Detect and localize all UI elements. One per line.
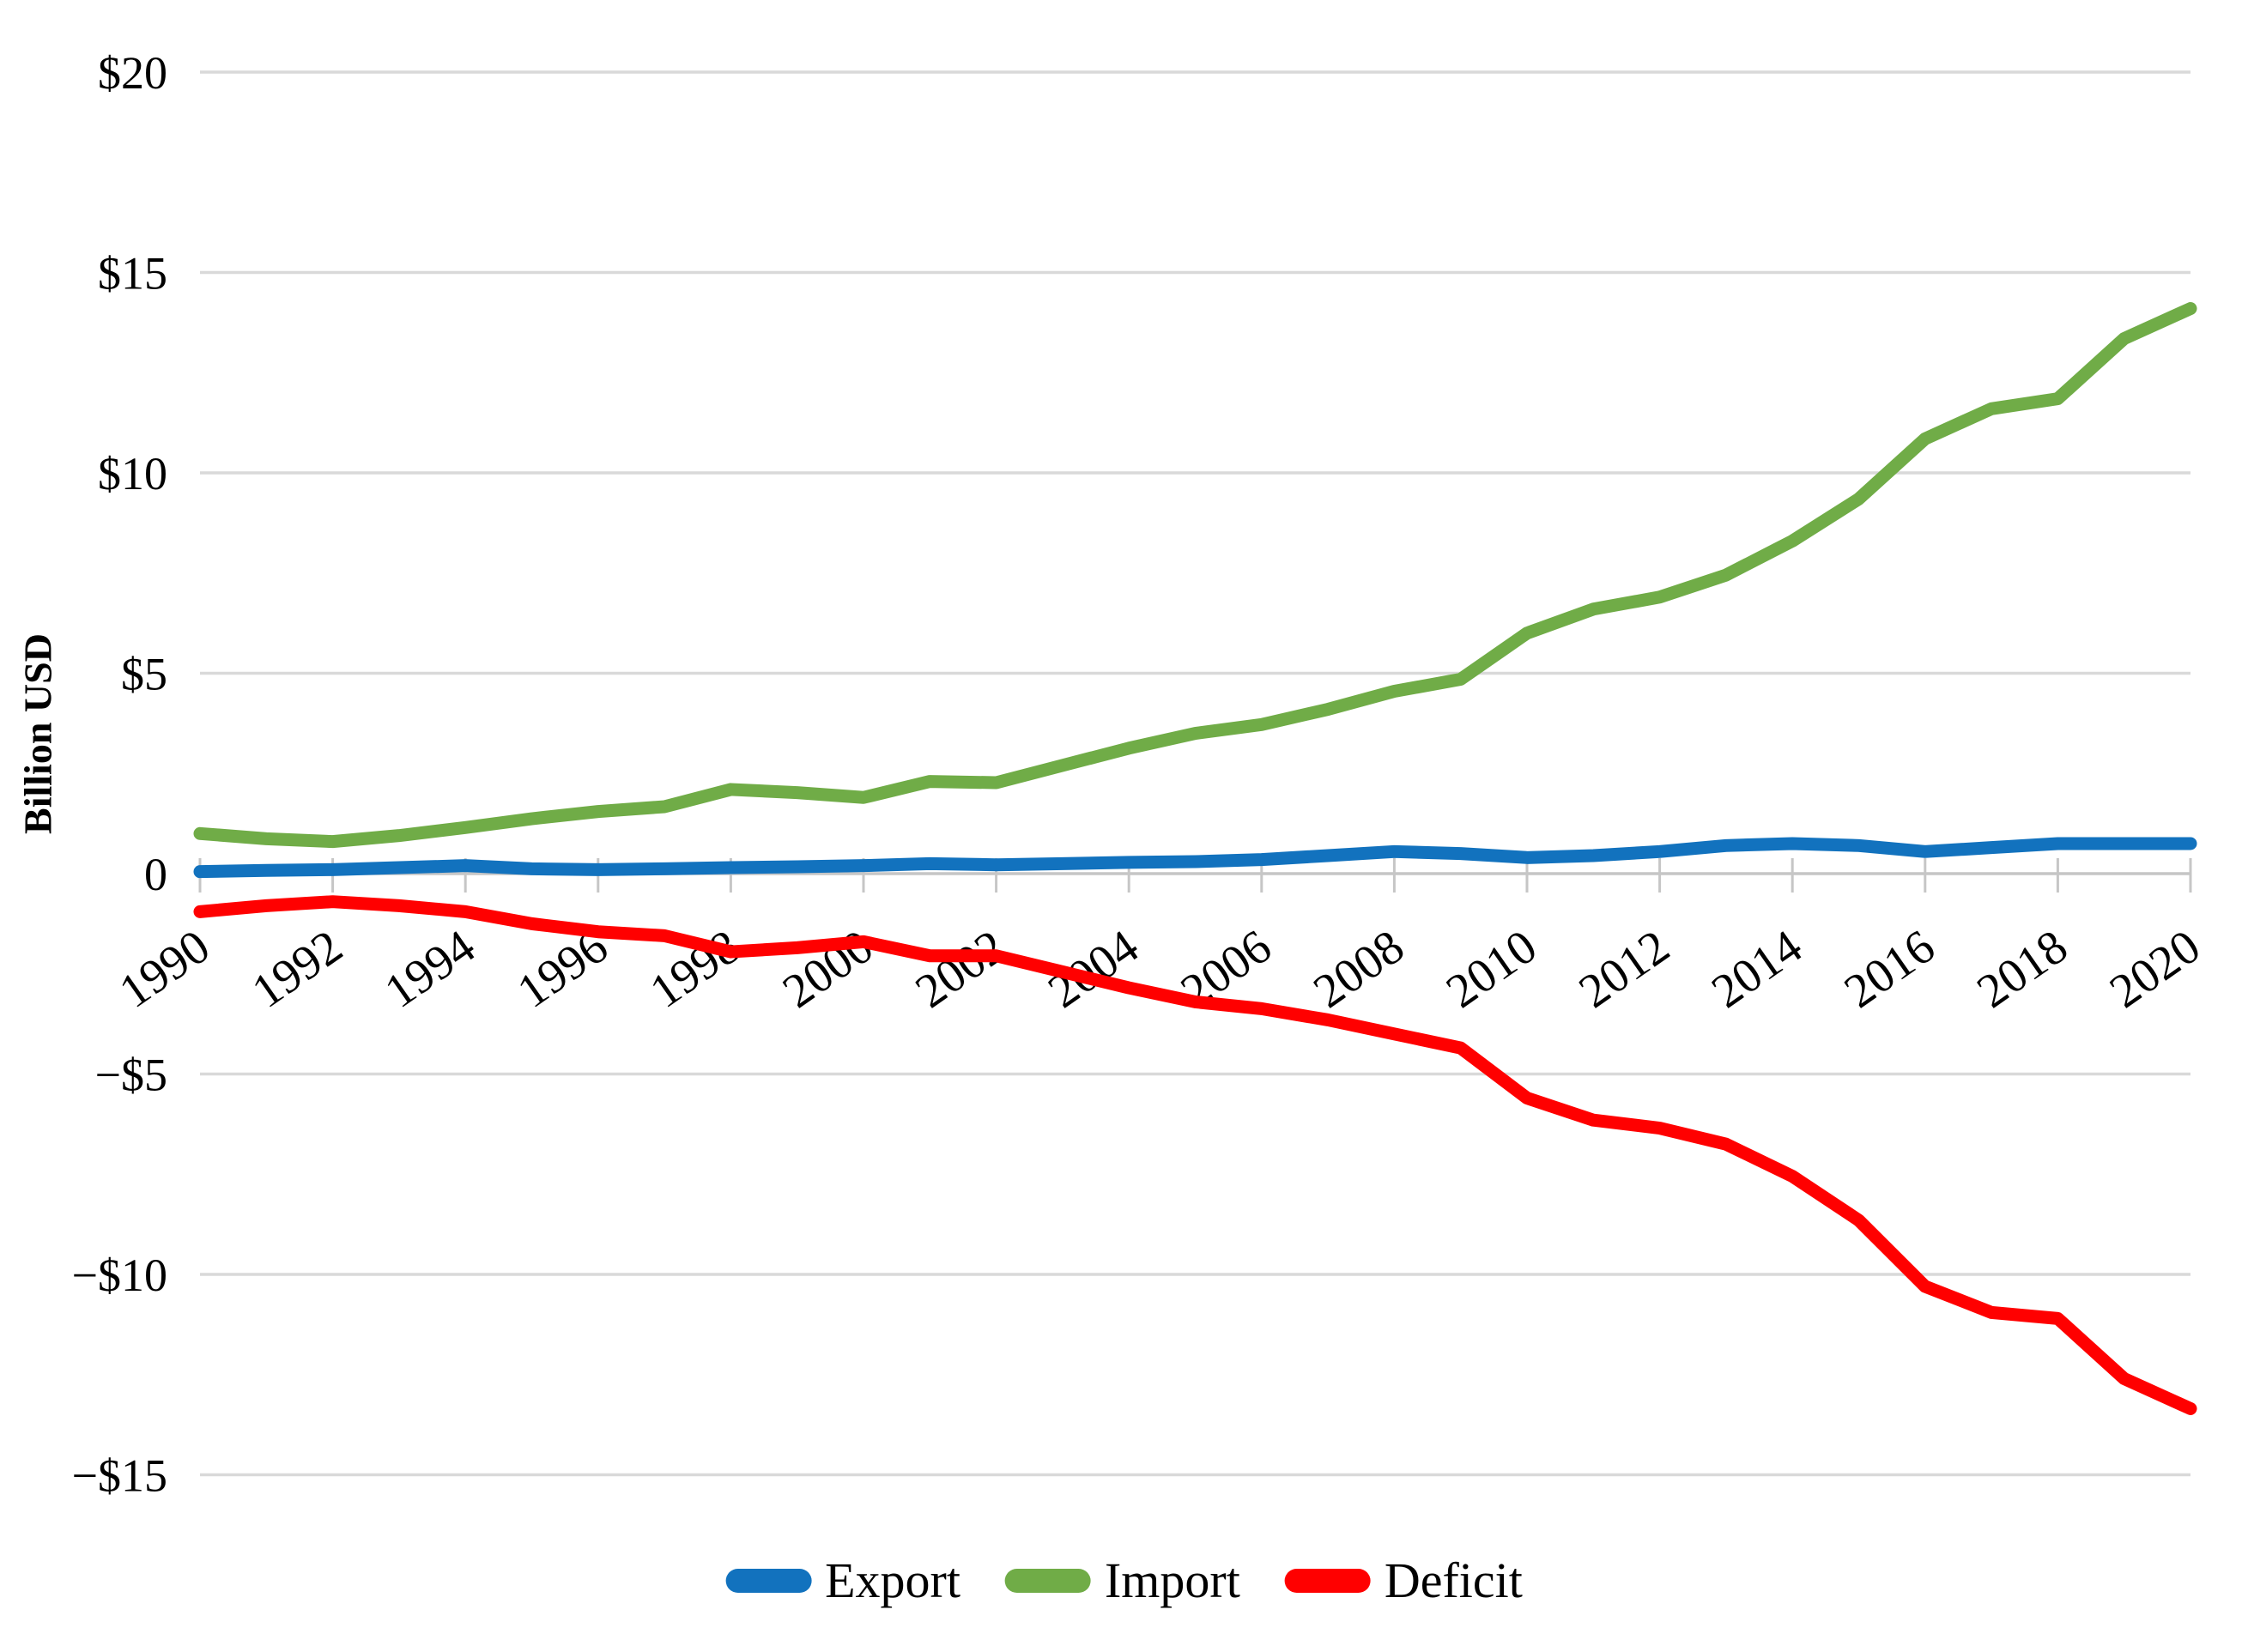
- x-axis-tick-label: 2000: [773, 920, 882, 1019]
- x-axis-tick-label: 2010: [1437, 920, 1546, 1019]
- export-legend-swatch: [725, 1568, 812, 1593]
- x-axis-tick-label: 2018: [1968, 920, 2077, 1019]
- x-axis-tick-label: 2014: [1702, 920, 1811, 1019]
- deficit-line: [193, 895, 2197, 1415]
- x-axis-tick-label: 2020: [2100, 920, 2209, 1019]
- legend-item-deficit: Deficit: [1284, 1552, 1523, 1609]
- deficit-legend-label: Deficit: [1384, 1552, 1523, 1608]
- x-axis-tick-label: 2012: [1570, 920, 1679, 1019]
- x-axis-tick-label: 1990: [110, 920, 219, 1019]
- x-axis-tick-label: 2002: [906, 920, 1015, 1019]
- x-axis-tick-label: 1994: [375, 920, 484, 1019]
- y-axis-tick-label: $20: [98, 47, 167, 99]
- y-axis-tick-label: −$10: [72, 1250, 167, 1301]
- import-line: [193, 302, 2197, 849]
- y-axis-tick-label: $10: [98, 448, 167, 499]
- export-legend-label: Export: [825, 1552, 960, 1608]
- y-axis-title: Billion USD: [15, 633, 60, 834]
- y-axis-tick-label: $15: [98, 248, 167, 300]
- import-legend-swatch: [1004, 1568, 1091, 1593]
- y-axis-tick-label: −$15: [72, 1450, 167, 1502]
- y-axis-tick-label: 0: [144, 849, 167, 900]
- deficit-legend-swatch: [1284, 1568, 1371, 1593]
- x-axis-tick-label: 1992: [243, 920, 352, 1019]
- y-axis-tick-label: $5: [121, 649, 167, 700]
- legend: Export Import Deficit: [725, 1552, 1523, 1609]
- import-legend-label: Import: [1104, 1552, 1240, 1608]
- export-line: [193, 837, 2197, 879]
- x-axis-tick-label: 2016: [1835, 920, 1944, 1019]
- y-axis-tick-label: −$5: [95, 1050, 167, 1101]
- legend-item-export: Export: [725, 1552, 960, 1609]
- x-axis-tick-label: 2008: [1305, 920, 1414, 1019]
- legend-item-import: Import: [1004, 1552, 1240, 1609]
